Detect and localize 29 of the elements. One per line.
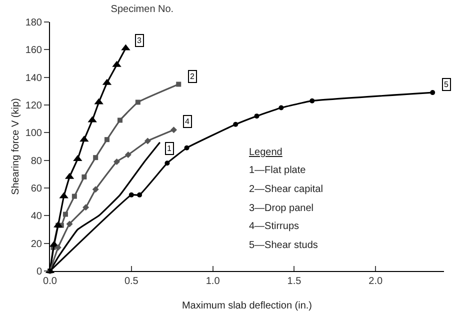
x-tick-label: 1.0: [206, 276, 220, 287]
series-label: 1: [167, 144, 172, 153]
annotation: 5—Shear studs: [249, 240, 318, 251]
annotation: 4—Stirrups: [249, 221, 300, 232]
y-tick-label: 80: [30, 156, 42, 167]
y-tick-label: 120: [25, 100, 42, 112]
y-tick-label: 40: [30, 211, 42, 222]
y-axis-title: Shearing force V (kip): [10, 98, 22, 195]
annotation: 2—Shear capital: [249, 184, 323, 195]
y-tick-label: 160: [25, 45, 42, 56]
x-tick-label: 0.0: [43, 276, 58, 287]
x-axis-title: Maximum slab deflection (in.): [182, 300, 312, 312]
series-label: 2: [190, 72, 195, 81]
annotation: Legend: [249, 147, 282, 158]
series-label: 4: [185, 117, 190, 126]
y-tick-label: 100: [25, 128, 42, 140]
annotation: 3—Drop panel: [249, 203, 314, 214]
x-tick-label: 0.5: [124, 276, 139, 287]
y-tick-label: 60: [30, 184, 42, 194]
series-label: 3: [137, 36, 142, 45]
series-label: 5: [444, 80, 449, 89]
chart-title: Specimen No.: [110, 4, 174, 15]
annotation: 1—Flat plate: [249, 165, 306, 176]
x-tick-label: 2.0: [368, 276, 384, 287]
x-tick-label: 1.5: [287, 276, 302, 287]
y-tick-label: 140: [25, 72, 42, 84]
y-tick-label: 180: [25, 18, 42, 28]
y-tick-label: 0: [36, 266, 42, 278]
y-tick-label: 20: [30, 238, 42, 250]
